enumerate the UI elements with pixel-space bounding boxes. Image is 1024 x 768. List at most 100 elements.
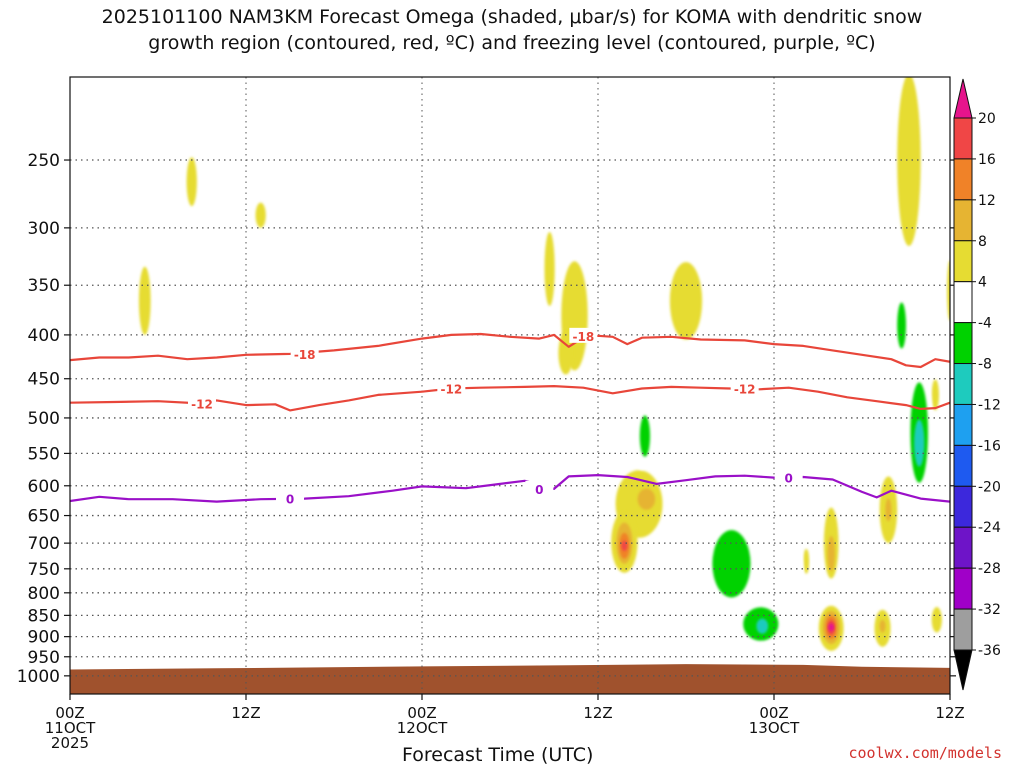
- omega-cell-2: [138, 266, 151, 335]
- contour-label-bg: [525, 480, 554, 496]
- omega-cell-16: [931, 606, 942, 633]
- y-tick-label-850: 850: [28, 606, 60, 626]
- x-tick-label-60-0: 12Z: [935, 704, 964, 722]
- y-tick-label-800: 800: [28, 584, 60, 604]
- y-tick-label-400: 400: [28, 326, 60, 346]
- temperature-contours: -18 -18 -12 -12 -12 0 0 0: [70, 327, 950, 507]
- omega-cell-34: [879, 619, 886, 633]
- omega-cell-3: [544, 231, 555, 306]
- colorbar-label-4: 4: [978, 275, 987, 291]
- terrain-fill: [70, 664, 950, 694]
- omega-cell-45: [621, 540, 628, 552]
- y-tick-label-950: 950: [28, 648, 60, 668]
- x-tick-label-48-1: 13OCT: [749, 719, 800, 737]
- y-tick-label-350: 350: [28, 276, 60, 296]
- colorbar-segment-12: [953, 158, 973, 201]
- omega-cell-17: [803, 548, 810, 574]
- contour-label-0-2: 0: [784, 472, 792, 486]
- omega-cell-43: [914, 419, 925, 467]
- omega-cell-0: [186, 157, 197, 207]
- omega-cell-1: [255, 202, 266, 228]
- contour-label--12-1: -12: [440, 383, 462, 397]
- x-tick-label-0-1: 11OCT: [45, 719, 96, 737]
- contour-line-0: [70, 474, 950, 503]
- x-tick-label-12-0: 12Z: [231, 704, 260, 722]
- y-tick-label-500: 500: [28, 409, 60, 429]
- contour-label-bg: [276, 490, 304, 506]
- colorbar-label--36: -36: [978, 643, 1001, 659]
- y-tick-label-600: 600: [28, 477, 60, 497]
- x-axis-label: Forecast Time (UTC): [402, 744, 594, 766]
- omega-cell-35: [885, 498, 892, 522]
- omega-cell-25: [771, 581, 810, 641]
- y-tick-label-550: 550: [28, 444, 60, 464]
- omega-cell-7: [897, 77, 921, 246]
- omega-cell-29: [218, 569, 225, 593]
- colorbar-segment--16: [953, 403, 973, 446]
- contour-label-0-0: 0: [286, 493, 294, 507]
- contour-label--18-0: -18: [294, 348, 316, 362]
- x-tick-label-24-1: 12OCT: [397, 719, 448, 737]
- x-tick-label-24-0: 00Z: [407, 704, 436, 722]
- y-axis-ticks: 2503003504004505005506006507007508008509…: [17, 151, 956, 687]
- omega-cell-9: [931, 379, 939, 411]
- colorbar-top-triangle: [953, 78, 973, 119]
- omega-cell-18: [879, 264, 912, 387]
- colorbar-segment--36: [953, 608, 973, 651]
- omega-cell-30: [637, 488, 656, 510]
- contour-label-bg: [437, 380, 466, 396]
- y-tick-label-300: 300: [28, 219, 60, 239]
- colorbar-label-20: 20: [978, 111, 996, 127]
- contour-label-bg: [774, 469, 803, 485]
- colorbar-segment-16: [953, 117, 973, 160]
- omega-cell-47: [828, 623, 835, 632]
- colorbar-segment--24: [953, 485, 973, 528]
- colorbar-segment-4: [953, 240, 973, 283]
- credit-text: coolwx.com/models: [848, 744, 1002, 762]
- contour-label-0-1: 0: [535, 483, 543, 497]
- colorbar-bottom-triangle: [953, 649, 973, 691]
- omega-cell-28: [527, 588, 534, 603]
- colorbar: 20 16 12 8 4 -4 -8 -12 -16 -20 -24 -28 -32 -36: [953, 78, 1001, 691]
- plot-frame: [69, 76, 951, 695]
- omega-cell-32: [827, 535, 835, 572]
- contour-label-bg: [569, 327, 598, 343]
- x-tick-label-0-0: 00Z: [55, 704, 84, 722]
- colorbar-segment--32: [953, 567, 973, 610]
- omega-cell-39: [712, 530, 751, 598]
- omega-cell-6: [669, 262, 703, 340]
- omega-cell-36: [897, 302, 906, 349]
- omega-cell-24: [652, 587, 720, 635]
- colorbar-label--8: -8: [978, 357, 992, 373]
- colorbar-label-8: 8: [978, 234, 987, 250]
- colorbar-segment--12: [953, 363, 973, 405]
- colorbar-segment--4: [953, 281, 973, 324]
- contour-label--18-1: -18: [572, 330, 594, 344]
- y-tick-label-750: 750: [28, 560, 60, 580]
- chart-title-line-1: 2025101100 NAM3KM Forecast Omega (shaded…: [101, 6, 923, 28]
- contour-label-bg: [730, 380, 759, 396]
- colorbar-segment--28: [953, 526, 973, 569]
- colorbar-label--16: -16: [978, 438, 1001, 454]
- contour-label-bg: [188, 395, 216, 411]
- colorbar-segment--8: [953, 322, 973, 365]
- omega-cell-22: [558, 443, 568, 488]
- y-tick-label-250: 250: [28, 151, 60, 171]
- colorbar-label-16: 16: [978, 152, 996, 168]
- contour-label--12-2: -12: [734, 383, 756, 397]
- omega-cell-20: [906, 523, 917, 625]
- y-tick-label-900: 900: [28, 628, 60, 648]
- contour-label-bg: [290, 345, 319, 361]
- contour-label--12-0: -12: [191, 398, 213, 412]
- colorbar-segment--20: [953, 444, 973, 487]
- colorbar-label--32: -32: [978, 602, 1001, 618]
- omega-cell-26: [545, 557, 569, 600]
- x-tick-label-48-0: 00Z: [759, 704, 788, 722]
- colorbar-label--12: -12: [978, 397, 1001, 413]
- x-tick-label-0-2: 2025: [51, 734, 89, 752]
- y-tick-label-700: 700: [28, 534, 60, 554]
- colorbar-label--20: -20: [978, 479, 1001, 495]
- x-tick-label-36-0: 12Z: [583, 704, 612, 722]
